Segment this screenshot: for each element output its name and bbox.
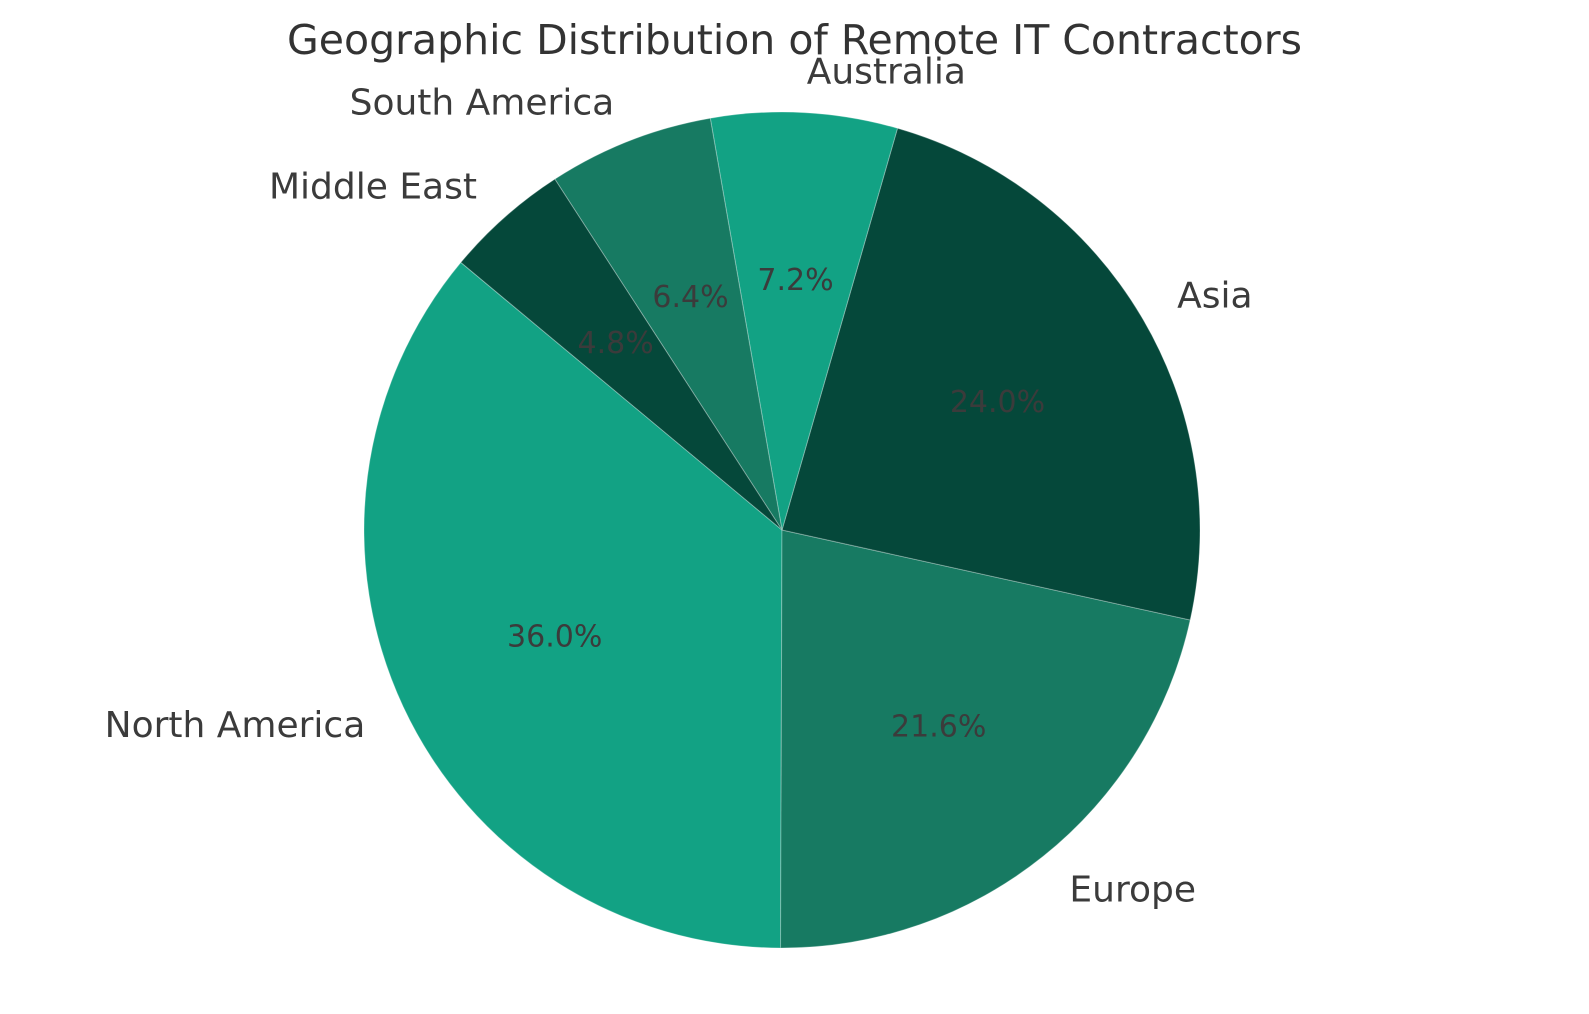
pie-value-australia: 7.2% — [757, 263, 833, 298]
pie-slice-europe — [780, 529, 1191, 949]
pie-slice-australia — [709, 111, 899, 531]
pie-value-south-america: 6.4% — [652, 280, 728, 315]
pie-slice-south-america — [554, 117, 783, 531]
pie-value-asia: 24.0% — [950, 385, 1045, 420]
pie-label-middle-east: Middle East — [269, 167, 477, 208]
pie-value-europe: 21.6% — [891, 709, 986, 744]
pie-value-middle-east: 4.8% — [577, 326, 653, 361]
pie-slice-middle-east — [460, 178, 783, 531]
pie-value-north-america: 36.0% — [507, 620, 602, 655]
pie-slice-north-america — [363, 261, 783, 949]
pie-label-australia: Australia — [807, 52, 966, 93]
chart-title: Geographic Distribution of Remote IT Con… — [287, 16, 1302, 64]
pie-label-south-america: South America — [350, 83, 615, 124]
pie-label-north-america: North America — [105, 705, 366, 746]
pie-slice-asia — [781, 127, 1201, 621]
pie-label-asia: Asia — [1177, 275, 1252, 316]
pie-label-europe: Europe — [1069, 870, 1196, 911]
